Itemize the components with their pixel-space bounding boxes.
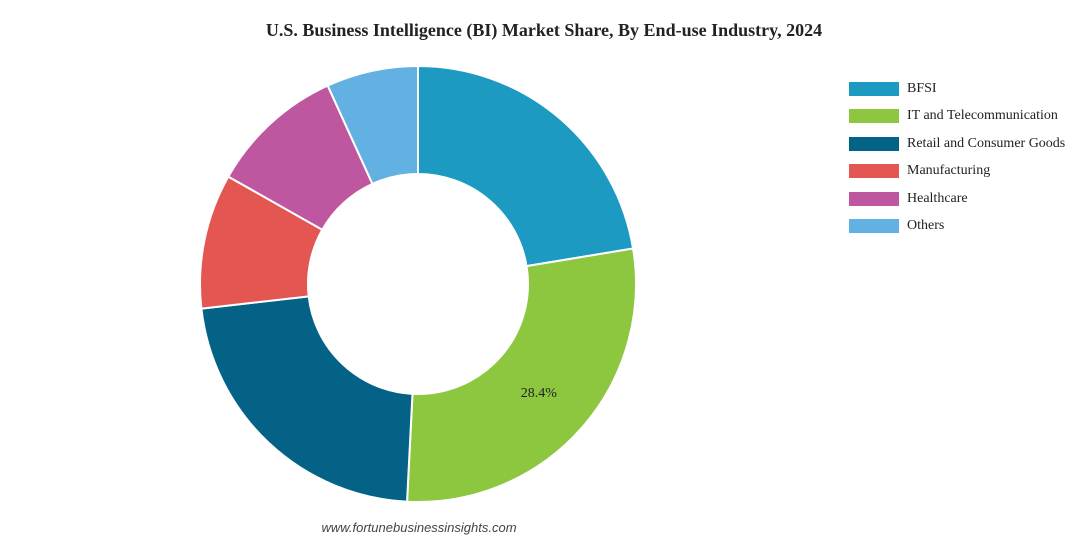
legend-item-manufacturing[interactable]: Manufacturing xyxy=(849,158,1065,186)
chart-title: U.S. Business Intelligence (BI) Market S… xyxy=(265,20,823,40)
data-label-it-telecom: 28.4% xyxy=(521,386,558,401)
donut-chart: 28.4% xyxy=(199,64,637,503)
legend-item-retail[interactable]: Retail and Consumer Goods xyxy=(849,130,1065,158)
legend: BFSI IT and Telecommunication Retail and… xyxy=(849,75,1065,240)
legend-swatch xyxy=(849,191,899,206)
legend-label: Healthcare xyxy=(907,190,968,206)
legend-item-it-telecom[interactable]: IT and Telecommunication xyxy=(849,103,1065,131)
slice-retail[interactable] xyxy=(200,295,414,503)
legend-swatch xyxy=(849,109,899,124)
legend-swatch xyxy=(849,136,899,151)
legend-label: IT and Telecommunication xyxy=(907,108,1058,124)
legend-swatch xyxy=(849,219,899,234)
slice-it-telecom[interactable] xyxy=(405,247,637,503)
legend-swatch xyxy=(849,81,899,96)
legend-label: Others xyxy=(907,218,945,234)
slice-bfsi[interactable] xyxy=(417,64,635,268)
legend-item-others[interactable]: Others xyxy=(849,213,1065,241)
legend-swatch xyxy=(849,164,899,179)
slice-others[interactable] xyxy=(326,64,419,186)
legend-item-healthcare[interactable]: Healthcare xyxy=(849,185,1065,213)
legend-item-bfsi[interactable]: BFSI xyxy=(849,75,1065,103)
legend-label: Retail and Consumer Goods xyxy=(907,135,1066,151)
legend-label: Manufacturing xyxy=(907,163,991,179)
source-credit: www.fortunebusinessinsights.com xyxy=(321,520,517,535)
legend-label: BFSI xyxy=(907,80,937,96)
